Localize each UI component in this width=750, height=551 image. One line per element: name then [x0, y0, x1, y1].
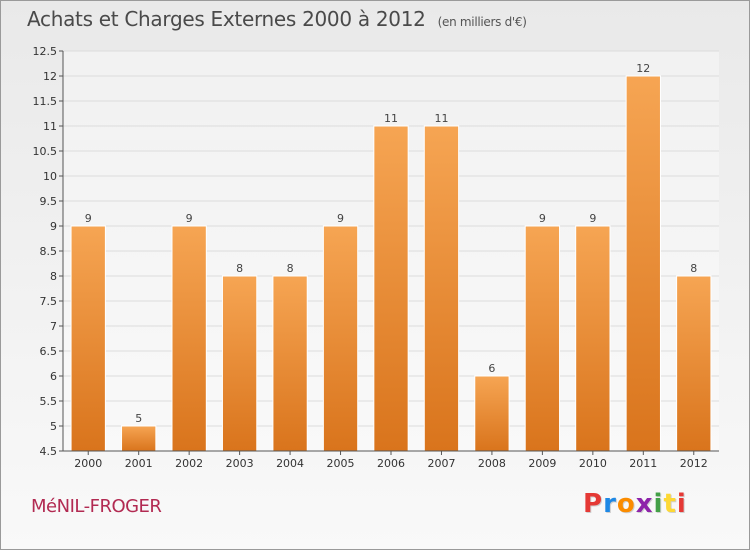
chart-title: Achats et Charges Externes 2000 à 2012 — [27, 7, 426, 31]
x-tick-label: 2007 — [427, 457, 455, 470]
x-tick-label: 2001 — [125, 457, 153, 470]
x-tick-label: 2006 — [377, 457, 405, 470]
logo-letter: P — [583, 489, 604, 519]
y-tick-label: 9 — [50, 220, 57, 233]
y-tick-label: 8.5 — [40, 245, 58, 258]
bar — [373, 125, 409, 452]
bar — [625, 75, 661, 452]
x-tick-label: 2008 — [478, 457, 506, 470]
logo-letter: x — [635, 489, 654, 519]
data-label: 9 — [589, 212, 596, 225]
bar — [423, 125, 460, 452]
y-tick-label: 11.5 — [33, 95, 58, 108]
y-tick-label: 5.5 — [40, 395, 58, 408]
y-tick-label: 7 — [50, 320, 57, 333]
y-tick-label: 6 — [50, 370, 57, 383]
y-tick-label: 5 — [50, 420, 57, 433]
bar — [221, 275, 258, 452]
y-tick-label: 7.5 — [40, 295, 58, 308]
x-tick-label: 2005 — [327, 457, 355, 470]
bar — [171, 225, 207, 452]
bar — [121, 425, 157, 452]
y-tick-label: 4.5 — [40, 445, 58, 458]
bar — [272, 275, 308, 452]
logo-letter: o — [616, 489, 636, 519]
data-label: 9 — [539, 212, 546, 225]
y-tick-label: 11 — [43, 120, 57, 133]
data-label: 8 — [287, 262, 294, 275]
chart-subtitle: (en milliers d'€) — [437, 15, 527, 29]
x-tick-label: 2011 — [629, 457, 657, 470]
x-tick-label: 2000 — [74, 457, 102, 470]
y-tick-label: 10.5 — [33, 145, 58, 158]
bar — [70, 225, 106, 452]
y-tick-label: 12.5 — [33, 45, 58, 58]
bar — [474, 375, 510, 452]
x-tick-label: 2012 — [680, 457, 708, 470]
data-label: 8 — [236, 262, 243, 275]
x-tick-label: 2010 — [579, 457, 607, 470]
y-tick-label: 9.5 — [40, 195, 58, 208]
bar — [676, 275, 712, 452]
data-label: 5 — [135, 412, 142, 425]
data-label: 9 — [337, 212, 344, 225]
proxiti-logo: Proxiti — [583, 489, 687, 519]
city-name: MéNIL-FROGER — [31, 496, 162, 517]
x-tick-label: 2009 — [528, 457, 556, 470]
logo-letter: i — [676, 489, 687, 519]
data-label: 11 — [434, 112, 448, 125]
y-tick-label: 6.5 — [40, 345, 58, 358]
logo-letter: r — [603, 489, 617, 519]
data-label: 9 — [186, 212, 193, 225]
chart-title-block: Achats et Charges Externes 2000 à 2012 (… — [27, 7, 527, 31]
y-tick-label: 10 — [43, 170, 57, 183]
bar — [322, 225, 359, 452]
bar — [524, 225, 561, 452]
x-tick-label: 2004 — [276, 457, 304, 470]
data-label: 8 — [690, 262, 697, 275]
data-label: 12 — [636, 62, 650, 75]
y-tick-label: 12 — [43, 70, 57, 83]
bar — [575, 225, 611, 452]
data-label: 11 — [384, 112, 398, 125]
y-tick-label: 8 — [50, 270, 57, 283]
data-label: 6 — [488, 362, 495, 375]
data-label: 9 — [85, 212, 92, 225]
logo-letter: t — [663, 489, 677, 519]
x-tick-label: 2002 — [175, 457, 203, 470]
x-tick-label: 2003 — [226, 457, 254, 470]
logo-letter: i — [653, 489, 664, 519]
